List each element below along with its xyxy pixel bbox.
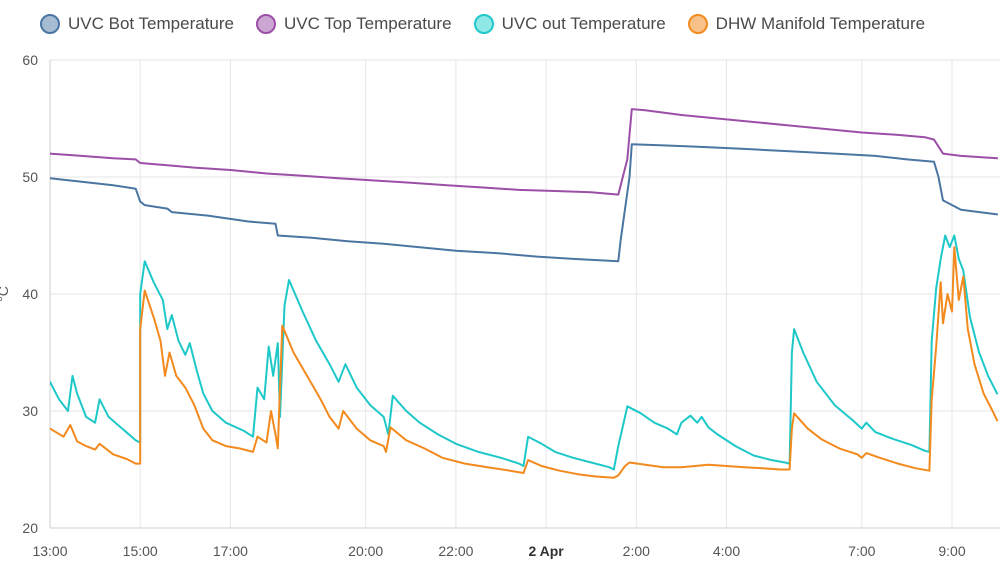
legend-label-dhw-manifold: DHW Manifold Temperature [715,14,926,33]
y-tick-label: 40 [22,286,38,302]
y-axis-label: °C [0,286,11,302]
series-line-uvc-out [50,234,999,471]
y-axis-ticks: 20 30 40 50 60 [22,52,38,536]
y-tick-label: 20 [22,520,38,536]
x-tick-label: 15:00 [123,543,158,559]
y-tick-label: 50 [22,169,38,185]
x-axis-ticks: 13:00 15:00 17:00 20:00 22:00 2 Apr 2:00 4:00 7:… [32,543,965,559]
x-tick-label: 20:00 [348,543,383,559]
legend-item-uvc-out[interactable]: UVC out Temperature [473,14,666,34]
legend-swatch-uvc-out [473,14,494,34]
legend-swatch-uvc-top [255,14,276,34]
y-tick-label: 60 [22,52,38,68]
legend-label-uvc-top: UVC Top Temperature [283,14,452,33]
x-tick-label: 22:00 [438,543,473,559]
legend-swatch-dhw-manifold [687,14,708,34]
x-tick-label: 9:00 [938,543,965,559]
series-lines [50,108,999,479]
x-tick-label: 7:00 [848,543,875,559]
grid-lines [49,59,1000,529]
x-tick-label: 2 Apr [528,543,564,559]
series-line-uvc-top [50,108,999,196]
x-tick-label: 4:00 [713,543,740,559]
chart-legend: UVC Bot Temperature UVC Top Temperature … [40,14,925,34]
y-tick-label: 30 [22,403,38,419]
legend-label-uvc-out: UVC out Temperature [501,14,666,33]
legend-item-uvc-bot[interactable]: UVC Bot Temperature [40,14,234,34]
series-line-uvc-bot [50,143,999,263]
legend-item-uvc-top[interactable]: UVC Top Temperature [255,14,452,34]
legend-swatch-uvc-bot [40,14,60,34]
x-tick-label: 17:00 [213,543,248,559]
legend-label-uvc-bot: UVC Bot Temperature [68,14,234,33]
x-tick-label: 2:00 [623,543,650,559]
series-line-dhw-manifold [50,246,999,479]
x-tick-label: 13:00 [32,543,67,559]
legend-item-dhw-manifold[interactable]: DHW Manifold Temperature [687,14,926,34]
